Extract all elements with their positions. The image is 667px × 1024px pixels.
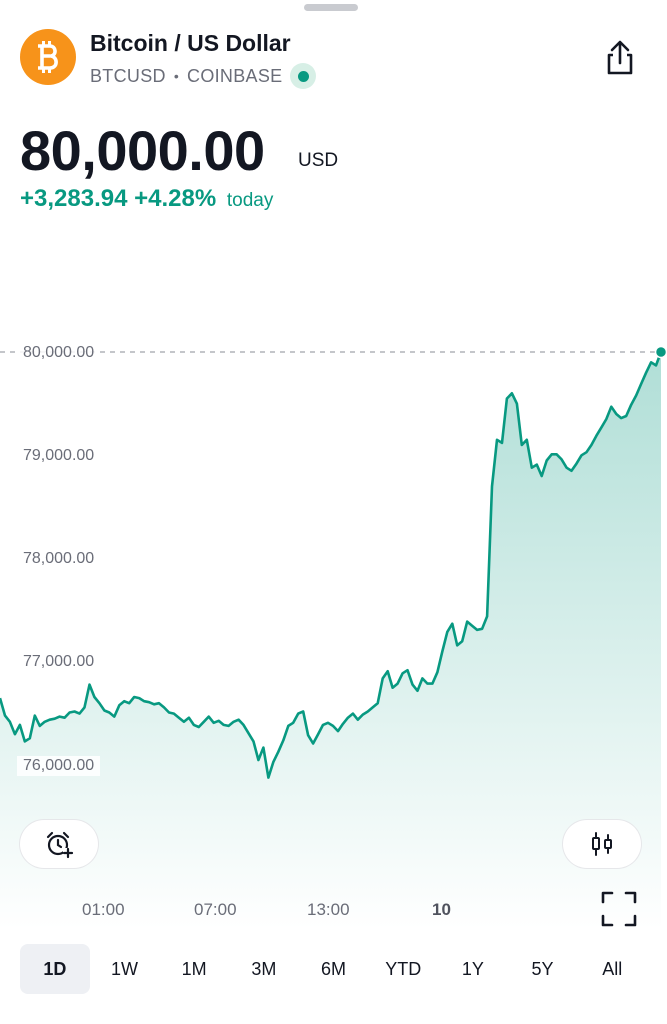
chart-type-button[interactable] [563,820,641,868]
price-change: +3,283.94 +4.28% today [20,185,273,213]
y-axis-label: 76,000.00 [17,756,101,776]
y-axis-label: 80,000.00 [17,343,101,363]
last-price-marker [654,345,667,359]
x-axis-label: 01:00 [82,900,125,919]
sheet-grabber-handle[interactable] [304,4,358,11]
range-button[interactable]: YTD [385,958,422,979]
change-percent: +4.28% [134,185,217,212]
ticker-label: BTCUSD [90,65,166,86]
price-currency: USD [298,150,339,171]
range-button[interactable]: 1W [111,958,138,979]
range-button[interactable]: 5Y [531,958,554,979]
share-icon[interactable] [600,38,640,78]
bitcoin-icon [20,29,76,85]
separator-dot: • [173,68,180,84]
add-alert-icon [46,831,74,859]
market-status-icon [290,63,317,89]
change-period: today [226,190,274,211]
y-axis-label: 78,000.00 [17,549,101,569]
candlestick-icon [592,832,612,856]
range-button[interactable]: 1D [20,944,90,994]
x-axis-label: 07:00 [194,900,237,919]
exchange-label: COINBASE [187,65,283,86]
price-chart[interactable] [0,330,667,930]
range-button[interactable]: 3M [251,958,277,979]
y-axis-label: 79,000.00 [17,446,101,466]
range-button[interactable]: 6M [321,958,347,979]
fullscreen-icon[interactable] [600,890,638,928]
range-button[interactable]: 1M [181,958,207,979]
symbol-subtitle: BTCUSD • COINBASE [90,63,317,89]
chart-area-fill [0,352,661,930]
current-price: 80,000.00 [20,119,265,182]
add-alert-button[interactable] [20,820,98,868]
change-absolute: +3,283.94 [20,185,128,212]
chart-price-line [0,351,663,779]
y-axis-label: 77,000.00 [17,652,101,672]
range-button[interactable]: All [602,958,623,979]
symbol-title: Bitcoin / US Dollar [90,30,291,56]
x-axis-label: 13:00 [307,900,350,919]
time-range-selector: 1D 1W 1M 3M 6M YTD 1Y 5Y All [20,944,647,994]
x-axis-label: 10 [432,900,451,919]
range-button[interactable]: 1Y [461,958,484,979]
